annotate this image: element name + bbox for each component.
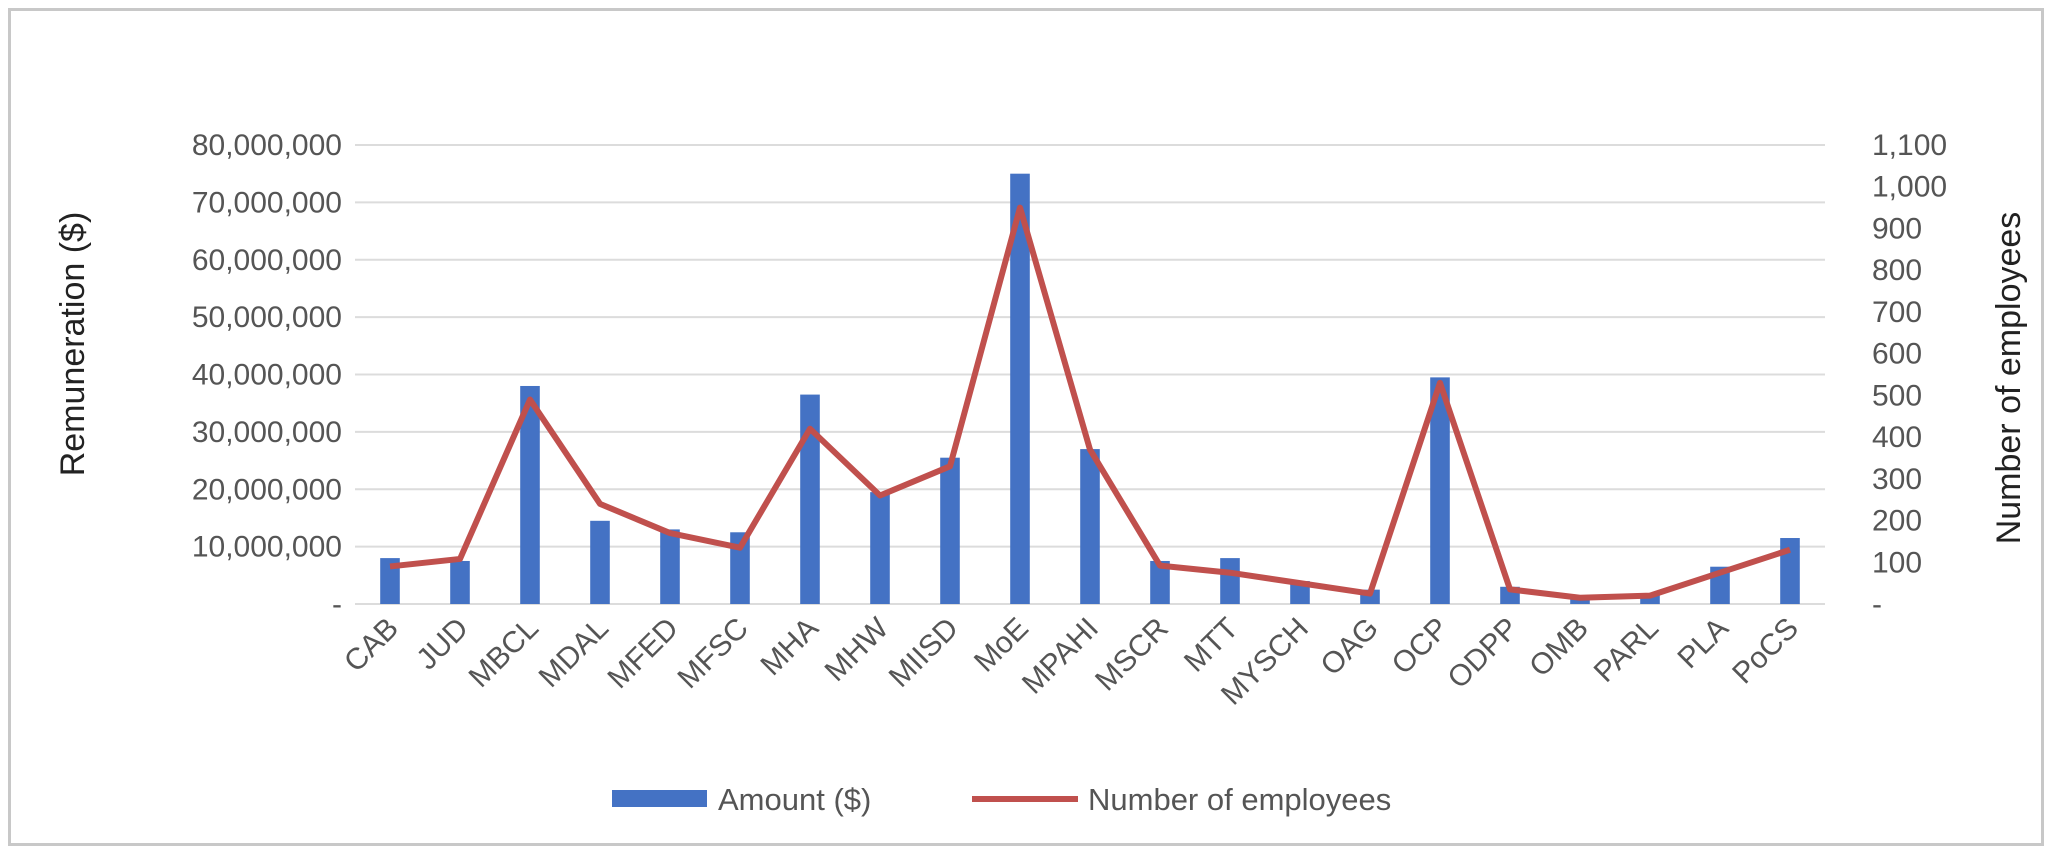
bar: [1220, 558, 1240, 604]
bars-series-amount: [380, 173, 1800, 604]
employees-line: [389, 204, 1791, 601]
x-tick-label: ODPP: [1441, 612, 1524, 695]
x-tick-label: PoCS: [1726, 612, 1805, 691]
x-tick-label: PARL: [1588, 612, 1665, 689]
y-right-tick-label: 800: [1872, 254, 1922, 287]
legend-label-amount: Amount ($): [718, 782, 871, 817]
y-left-tick-label: -: [332, 588, 342, 621]
bar: [450, 560, 470, 604]
y-left-tick-labels: - 10,000,000 20,000,000 30,000,000 40,000,00…: [192, 129, 342, 621]
y-right-tick-label: 300: [1872, 463, 1922, 496]
bar: [380, 558, 400, 604]
y-left-tick-label: 30,000,000: [192, 416, 342, 449]
x-tick-label: MFSC: [672, 612, 755, 695]
bar: [1010, 173, 1030, 604]
x-tick-label: OMB: [1523, 612, 1595, 684]
line-series-employees: [389, 204, 1791, 601]
bar: [940, 457, 960, 604]
y-right-tick-label: 600: [1872, 338, 1922, 371]
y-right-tick-label: 500: [1872, 379, 1922, 412]
bar: [1080, 449, 1100, 604]
x-tick-label: JUD: [410, 612, 475, 677]
x-tick-label: MDAL: [533, 612, 615, 694]
y-left-tick-label: 40,000,000: [192, 359, 342, 392]
legend-label-employees: Number of employees: [1088, 782, 1391, 817]
bar: [1150, 560, 1170, 604]
y-right-axis-title: Number of employees: [1990, 212, 2028, 545]
y-left-tick-label: 10,000,000: [192, 531, 342, 564]
x-tick-label: MBCL: [463, 612, 545, 694]
x-tick-label: MHW: [819, 611, 896, 688]
bar: [1430, 377, 1450, 604]
bar: [1640, 595, 1660, 604]
x-tick-label: MSCR: [1089, 612, 1175, 698]
x-tick-label: PLA: [1672, 612, 1735, 675]
bar: [730, 532, 750, 604]
bar: [660, 529, 680, 604]
bar: [590, 520, 610, 604]
y-right-tick-label: -: [1872, 588, 1882, 621]
x-tick-label: MFED: [602, 612, 685, 695]
x-tick-label: MPAHI: [1016, 612, 1105, 701]
bar: [520, 385, 540, 604]
bar: [1780, 538, 1800, 604]
y-left-axis-title: Remuneration ($): [54, 212, 92, 477]
legend-swatch-amount: [612, 790, 707, 807]
y-left-tick-label: 80,000,000: [192, 129, 342, 162]
bar: [870, 492, 890, 604]
y-left-tick-label: 60,000,000: [192, 244, 342, 277]
y-right-tick-label: 700: [1872, 296, 1922, 329]
bar: [1570, 598, 1590, 604]
x-tick-label: OAG: [1314, 612, 1384, 682]
y-right-tick-label: 400: [1872, 421, 1922, 454]
x-tick-label: CAB: [338, 612, 405, 679]
legend: Amount ($) Number of employees: [612, 782, 1391, 817]
y-left-tick-label: 50,000,000: [192, 301, 342, 334]
y-right-tick-label: 1,100: [1872, 129, 1947, 162]
x-tick-label: MHA: [754, 612, 824, 682]
y-left-tick-label: 20,000,000: [192, 473, 342, 506]
y-right-tick-labels: - 100 200 300 400 500 600 700 800 900 1,000 1,100: [1872, 129, 1947, 621]
bar: [800, 394, 820, 604]
y-right-tick-label: 100: [1872, 546, 1922, 579]
x-tick-label: MIISD: [883, 612, 965, 694]
y-right-tick-label: 900: [1872, 212, 1922, 245]
y-right-tick-label: 1,000: [1872, 171, 1947, 204]
y-right-tick-label: 200: [1872, 505, 1922, 538]
y-left-tick-label: 70,000,000: [192, 186, 342, 219]
